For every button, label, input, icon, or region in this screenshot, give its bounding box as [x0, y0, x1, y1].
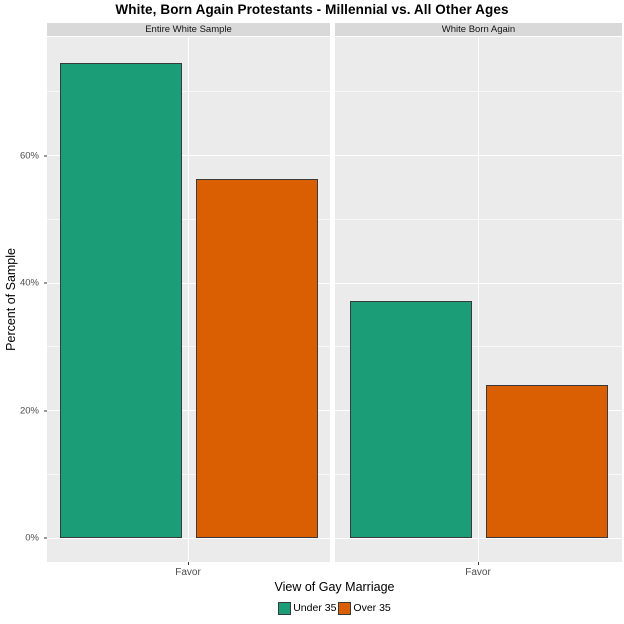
y-gridline-major — [335, 282, 622, 284]
y-tick-label: 40% — [19, 277, 39, 289]
y-gridline-minor — [335, 218, 622, 220]
y-tick-mark — [44, 282, 47, 284]
y-tick-label: 0% — [25, 532, 39, 544]
x-tick-label: Favor — [175, 567, 201, 578]
y-tick-mark — [44, 155, 47, 156]
y-gridline-minor — [47, 218, 330, 220]
y-gridline-major — [47, 155, 330, 157]
y-gridline-minor — [335, 473, 622, 475]
bar-over-35 — [485, 385, 608, 538]
bar-group — [47, 37, 330, 538]
y-tick-mark — [44, 537, 47, 539]
y-tick-mark — [44, 410, 47, 411]
x-gridline — [478, 37, 479, 562]
x-tick-mark — [188, 562, 189, 565]
y-gridline-minor — [47, 473, 330, 475]
bar-group — [335, 37, 622, 538]
y-gridline-minor — [335, 91, 622, 93]
chart-title: White, Born Again Protestants - Millenni… — [115, 2, 509, 17]
bar-under-35 — [349, 300, 472, 538]
bar-over-35 — [195, 179, 318, 538]
facet-strip-label: White Born Again — [441, 24, 516, 35]
y-gridline-minor — [47, 91, 330, 93]
facet-strip-white-born-again: White Born Again — [335, 23, 622, 36]
legend-swatch-over-35 — [338, 601, 352, 615]
y-axis: 0% 20% 40% 60% — [0, 37, 47, 562]
y-gridline-major — [47, 537, 330, 539]
legend-label-under-35: Under 35 — [293, 602, 337, 614]
y-gridline-minor — [335, 346, 622, 348]
facet-strip-entire-white-sample: Entire White Sample — [47, 23, 330, 36]
bar-under-35 — [59, 63, 182, 538]
legend-label-over-35: Over 35 — [353, 602, 391, 614]
legend-swatch-under-35 — [278, 601, 292, 615]
y-tick-label: 20% — [19, 405, 39, 416]
y-gridline-major — [335, 537, 622, 539]
x-axis-title: View of Gay Marriage — [274, 580, 395, 594]
x-tick-mark — [478, 562, 479, 565]
y-gridline-major — [335, 155, 622, 157]
y-gridline-major — [47, 410, 330, 412]
x-gridline — [188, 37, 189, 562]
facet-panel-white-born-again — [335, 37, 622, 562]
facet-strip-label: Entire White Sample — [145, 24, 232, 35]
legend: Under 35 Over 35 — [47, 600, 622, 616]
y-gridline-minor — [47, 346, 330, 348]
facet-panel-entire-white-sample — [47, 37, 330, 562]
y-tick-label: 60% — [19, 150, 39, 161]
x-tick-label: Favor — [465, 567, 491, 578]
y-gridline-major — [335, 410, 622, 412]
y-gridline-major — [47, 282, 330, 284]
